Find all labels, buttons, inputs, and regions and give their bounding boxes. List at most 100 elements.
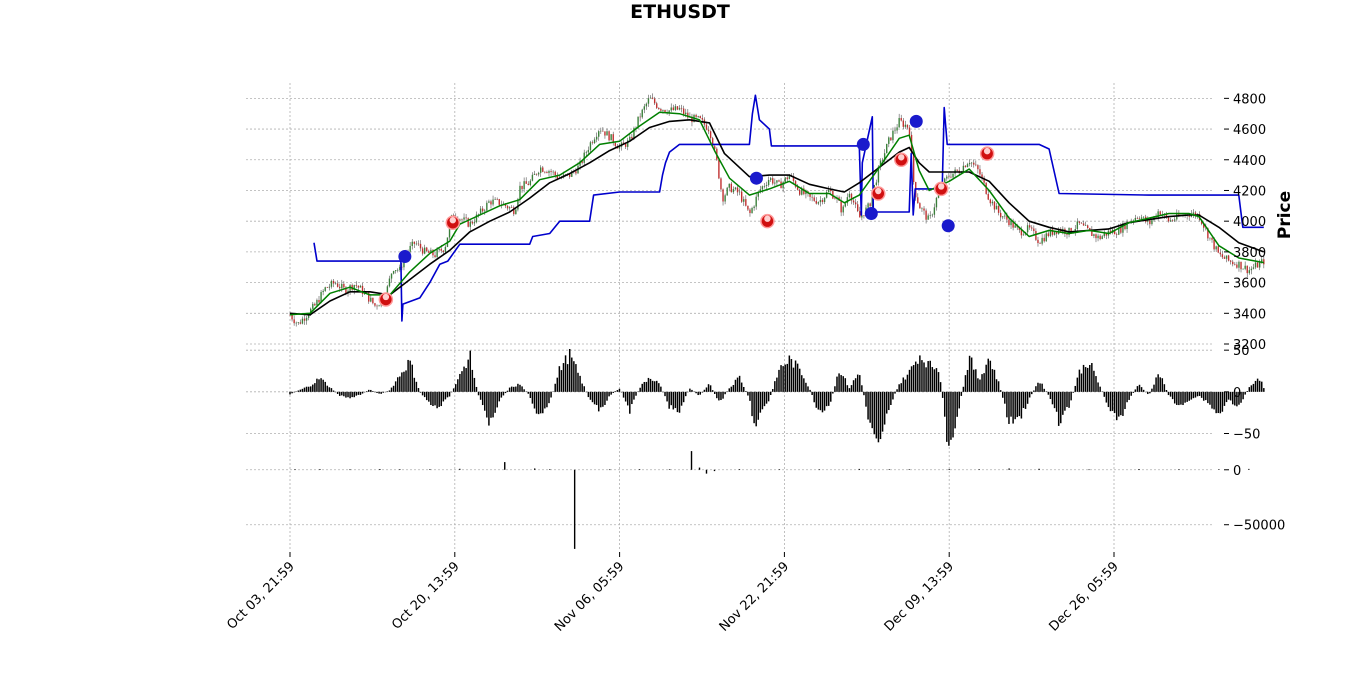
volume-bar	[294, 469, 296, 470]
candle-body	[498, 199, 500, 205]
oscillator-bar	[705, 387, 708, 392]
oscillator-bar	[1055, 391, 1058, 412]
oscillator-bar	[970, 357, 973, 392]
candle-body	[687, 112, 689, 118]
oscillator-bar	[1053, 391, 1056, 409]
candle-body	[1105, 233, 1108, 236]
oscillator-bar	[761, 391, 764, 410]
candle-body	[660, 109, 662, 111]
volume-bar	[858, 468, 861, 470]
candle-body	[1149, 220, 1151, 225]
oscillator-bar	[396, 377, 399, 392]
oscillator-bar	[743, 386, 745, 392]
oscillator-bar	[322, 379, 324, 392]
candle-body	[1256, 262, 1259, 268]
oscillator-bar	[535, 391, 538, 414]
candle-body	[832, 191, 834, 199]
oscillator-bar	[504, 391, 507, 394]
candle-body	[1033, 228, 1035, 232]
oscillator-bar	[413, 377, 416, 392]
candle-body	[805, 191, 807, 195]
oscillator-bar	[390, 387, 393, 392]
oscillator-bar	[763, 391, 766, 407]
oscillator-bar	[653, 381, 656, 392]
oscillator-bar	[602, 391, 604, 407]
candle-body	[1095, 234, 1097, 239]
oscillator-bar	[595, 391, 598, 406]
oscillator-bar	[1219, 391, 1222, 414]
oscillator-bar	[332, 390, 335, 392]
candle-body	[691, 116, 693, 123]
candle-body	[314, 303, 316, 306]
oscillator-bar	[962, 386, 965, 392]
candle-body	[299, 322, 302, 324]
oscillator-bar	[1043, 388, 1045, 392]
candle-body	[1138, 218, 1141, 219]
candle-body	[614, 142, 616, 147]
oscillator-bar	[691, 389, 693, 392]
candle-body	[587, 149, 590, 153]
oscillator-bar	[1080, 373, 1083, 392]
oscillator-bar	[1178, 391, 1180, 406]
oscillator-bar	[910, 366, 913, 392]
oscillator-bar	[597, 391, 600, 412]
candle-body	[1263, 259, 1265, 265]
candle-body	[879, 160, 882, 167]
oscillator-bar	[1225, 391, 1228, 403]
oscillator-bar	[1041, 383, 1043, 392]
oscillator-bar	[813, 391, 815, 403]
candle-body	[908, 127, 911, 135]
oscillator-bar	[475, 386, 478, 392]
oscillator-bar	[689, 388, 691, 392]
oscillator-bar	[873, 391, 876, 435]
candle-body	[510, 207, 513, 208]
candle-body	[1223, 257, 1226, 259]
oscillator-bar	[1215, 391, 1217, 414]
buy-signal-marker	[864, 207, 878, 220]
candle-body	[537, 172, 540, 175]
oscillator-bar	[1057, 391, 1060, 426]
candle-body	[353, 285, 355, 290]
candle-body	[303, 318, 306, 321]
candle-body	[1051, 229, 1054, 235]
oscillator-bar	[716, 391, 718, 399]
candle-body	[519, 185, 521, 200]
oscillator-bar	[647, 377, 650, 392]
candle-body	[670, 107, 672, 111]
candle-body	[481, 208, 484, 212]
oscillator-bar	[925, 367, 927, 392]
oscillator-bar	[682, 391, 685, 403]
candle-body	[330, 280, 333, 287]
oscillator-bar	[361, 391, 364, 394]
oscillator-bar	[550, 391, 552, 398]
candle-body	[950, 176, 952, 178]
candle-body	[755, 196, 757, 207]
candle-body	[747, 205, 749, 210]
oscillator-bar	[1014, 391, 1016, 420]
price-tick-label: 4600	[1233, 123, 1266, 138]
oscillator-bar	[1147, 391, 1149, 395]
candle-body	[622, 142, 625, 144]
candle-body	[1116, 234, 1118, 235]
candle-body	[322, 290, 324, 293]
candle-body	[788, 175, 791, 180]
oscillator-bar	[1192, 391, 1195, 399]
oscillator-bar	[558, 366, 561, 392]
oscillator-bar	[299, 389, 302, 392]
oscillator-bar	[678, 391, 681, 413]
candle-body	[658, 107, 660, 110]
channel-line	[313, 94, 1264, 322]
candle-body	[533, 173, 536, 175]
oscillator-bar	[1190, 391, 1193, 400]
candle-body	[434, 255, 436, 258]
candle-body	[757, 191, 759, 197]
oscillator-bar	[993, 369, 996, 392]
oscillator-bar	[780, 365, 782, 392]
candle-body	[444, 246, 447, 252]
oscillator-bar	[941, 391, 944, 398]
oscillator-bar	[579, 375, 581, 392]
oscillator-bar	[1211, 391, 1213, 409]
oscillator-bar	[1012, 391, 1014, 424]
candle-body	[1045, 233, 1047, 242]
candle-body	[900, 118, 902, 121]
